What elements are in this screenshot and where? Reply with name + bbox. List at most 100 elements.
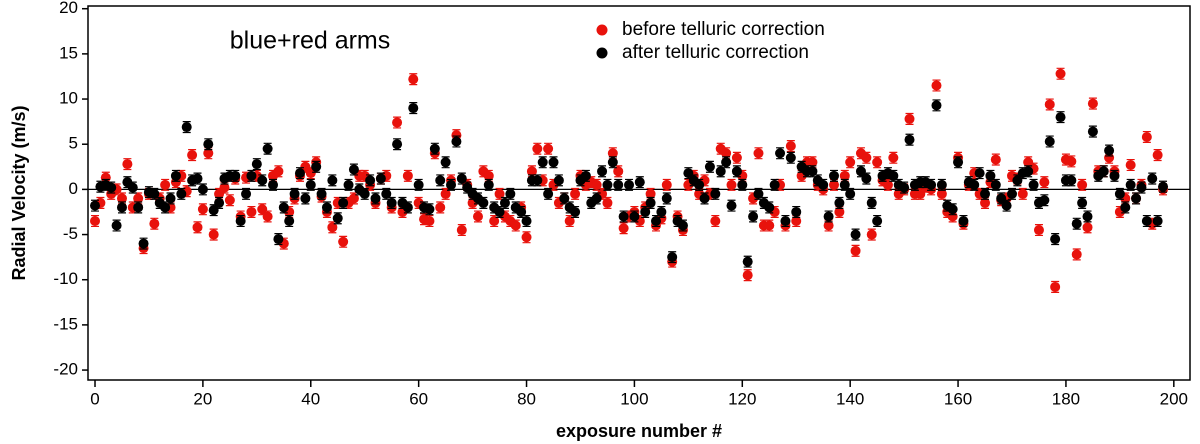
point — [936, 188, 947, 199]
point — [656, 206, 667, 217]
point — [408, 74, 419, 85]
point — [1158, 181, 1169, 192]
point — [273, 234, 284, 245]
point — [440, 157, 451, 168]
point — [257, 175, 268, 186]
point — [580, 170, 591, 181]
point — [936, 179, 947, 190]
point — [1044, 136, 1055, 147]
point — [521, 216, 532, 227]
point — [543, 188, 554, 199]
point — [953, 157, 964, 168]
point — [262, 211, 273, 222]
point — [640, 206, 651, 217]
point — [90, 200, 101, 211]
point — [899, 182, 910, 193]
point — [980, 188, 991, 199]
point — [348, 193, 359, 204]
point — [791, 206, 802, 217]
point — [1050, 234, 1061, 245]
point — [483, 179, 494, 190]
point — [149, 218, 160, 229]
point — [715, 166, 726, 177]
point — [262, 143, 273, 154]
point — [305, 179, 316, 190]
point — [1050, 281, 1061, 292]
point — [548, 157, 559, 168]
point — [338, 197, 349, 208]
point — [284, 216, 295, 227]
point — [446, 179, 457, 190]
point — [300, 193, 311, 204]
point — [273, 166, 284, 177]
point — [289, 188, 300, 199]
point — [564, 216, 575, 227]
point — [990, 179, 1001, 190]
point — [1152, 150, 1163, 161]
point — [726, 200, 737, 211]
point — [1001, 200, 1012, 211]
point — [187, 150, 198, 161]
point — [386, 197, 397, 208]
point — [1071, 218, 1082, 229]
point — [478, 197, 489, 208]
point — [904, 134, 915, 145]
y-axis-label: Radial Velocity (m/s) — [9, 105, 29, 280]
point — [408, 103, 419, 114]
point — [570, 188, 581, 199]
legend-label: after telluric correction — [622, 42, 809, 63]
y-tick-label: 15 — [59, 43, 78, 62]
point — [855, 166, 866, 177]
point — [230, 170, 241, 181]
point — [246, 170, 257, 181]
x-tick-label: 0 — [90, 389, 99, 408]
point — [1012, 175, 1023, 186]
point — [424, 216, 435, 227]
point — [753, 188, 764, 199]
point — [192, 173, 203, 184]
point — [1125, 179, 1136, 190]
point — [111, 220, 122, 231]
point — [850, 245, 861, 256]
point — [365, 175, 376, 186]
point — [1087, 126, 1098, 137]
point — [888, 170, 899, 181]
point — [1098, 166, 1109, 177]
point — [721, 157, 732, 168]
point — [241, 188, 252, 199]
point — [931, 100, 942, 111]
point — [597, 166, 608, 177]
point — [915, 188, 926, 199]
legend-label: before telluric correction — [622, 19, 825, 40]
point — [667, 252, 678, 263]
point — [872, 157, 883, 168]
point — [607, 157, 618, 168]
point — [257, 204, 268, 215]
point — [694, 179, 705, 190]
point — [1152, 216, 1163, 227]
legend-marker — [596, 47, 608, 59]
y-tick-label: -20 — [53, 360, 78, 379]
point — [116, 193, 127, 204]
point — [1077, 179, 1088, 190]
point — [591, 193, 602, 204]
point — [392, 117, 403, 128]
point — [823, 211, 834, 222]
point — [1066, 175, 1077, 186]
point — [149, 188, 160, 199]
point — [208, 229, 219, 240]
point — [866, 197, 877, 208]
point — [731, 166, 742, 177]
point — [170, 170, 181, 181]
point — [607, 148, 618, 159]
point — [645, 197, 656, 208]
point — [1006, 188, 1017, 199]
point — [100, 172, 111, 183]
point — [785, 141, 796, 152]
point — [203, 139, 214, 150]
point — [160, 202, 171, 213]
x-tick-label: 120 — [728, 389, 756, 408]
y-tick-label: 0 — [69, 179, 78, 198]
point — [845, 157, 856, 168]
y-tick-label: -15 — [53, 314, 78, 333]
